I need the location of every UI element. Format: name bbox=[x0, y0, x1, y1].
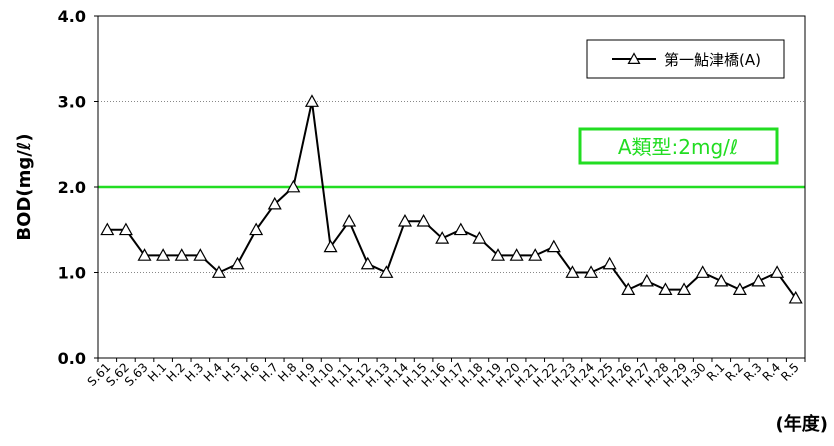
data-point-marker bbox=[453, 222, 468, 236]
data-point-marker bbox=[695, 265, 710, 278]
data-point-marker bbox=[323, 239, 338, 253]
reference-label-box bbox=[578, 127, 779, 165]
y-tick-label: 0.0 bbox=[58, 349, 86, 368]
data-point-marker bbox=[304, 94, 319, 107]
y-axis-title: BOD(mg/ℓ) bbox=[14, 133, 35, 240]
data-point-marker bbox=[602, 256, 617, 270]
data-point-marker bbox=[100, 222, 115, 236]
y-tick-label: 1.0 bbox=[58, 264, 86, 283]
data-point-marker bbox=[342, 213, 357, 227]
data-point-marker bbox=[156, 248, 171, 261]
data-point-marker bbox=[286, 179, 301, 193]
y-tick-label: 2.0 bbox=[58, 178, 86, 197]
data-point-marker bbox=[751, 273, 766, 287]
data-point-marker bbox=[528, 248, 543, 261]
reference-line-group: A類型:2mg/ℓ bbox=[98, 127, 805, 189]
data-point-marker bbox=[546, 239, 561, 253]
data-point-marker bbox=[565, 265, 580, 278]
data-point-marker bbox=[193, 248, 208, 261]
x-tick-label: R.5 bbox=[778, 360, 802, 384]
data-point-marker bbox=[472, 231, 487, 244]
data-point-marker bbox=[118, 222, 133, 236]
data-point-marker bbox=[677, 282, 692, 295]
data-point-marker bbox=[714, 273, 729, 287]
data-point-marker bbox=[621, 282, 636, 295]
data-point-marker bbox=[416, 213, 431, 227]
reference-label: A類型:2mg/ℓ bbox=[618, 135, 738, 159]
y-tick-label: 4.0 bbox=[58, 7, 86, 26]
data-point-marker bbox=[137, 248, 152, 261]
y-tick-label: 3.0 bbox=[58, 93, 86, 112]
data-point-marker bbox=[230, 256, 245, 270]
x-axis-title: (年度) bbox=[776, 413, 828, 435]
data-point-marker bbox=[360, 256, 375, 270]
data-point-marker bbox=[788, 290, 803, 304]
legend-label: 第一鮎津橋(A) bbox=[664, 51, 761, 69]
data-point-marker bbox=[658, 282, 673, 295]
data-point-marker bbox=[732, 282, 747, 295]
data-point-marker bbox=[770, 265, 785, 278]
data-point-marker bbox=[249, 222, 264, 236]
data-point-marker bbox=[490, 248, 506, 261]
data-point-marker bbox=[267, 196, 282, 210]
data-point-marker bbox=[584, 265, 599, 278]
data-point-marker bbox=[397, 213, 413, 227]
data-point-marker bbox=[435, 231, 450, 244]
legend: 第一鮎津橋(A) bbox=[586, 39, 785, 79]
series-group bbox=[100, 94, 803, 304]
data-point-marker bbox=[379, 265, 394, 278]
data-point-marker bbox=[639, 273, 654, 287]
data-point-marker bbox=[174, 248, 189, 261]
data-point-marker bbox=[211, 265, 226, 278]
legend-marker bbox=[627, 52, 641, 65]
data-point-marker bbox=[509, 248, 524, 261]
